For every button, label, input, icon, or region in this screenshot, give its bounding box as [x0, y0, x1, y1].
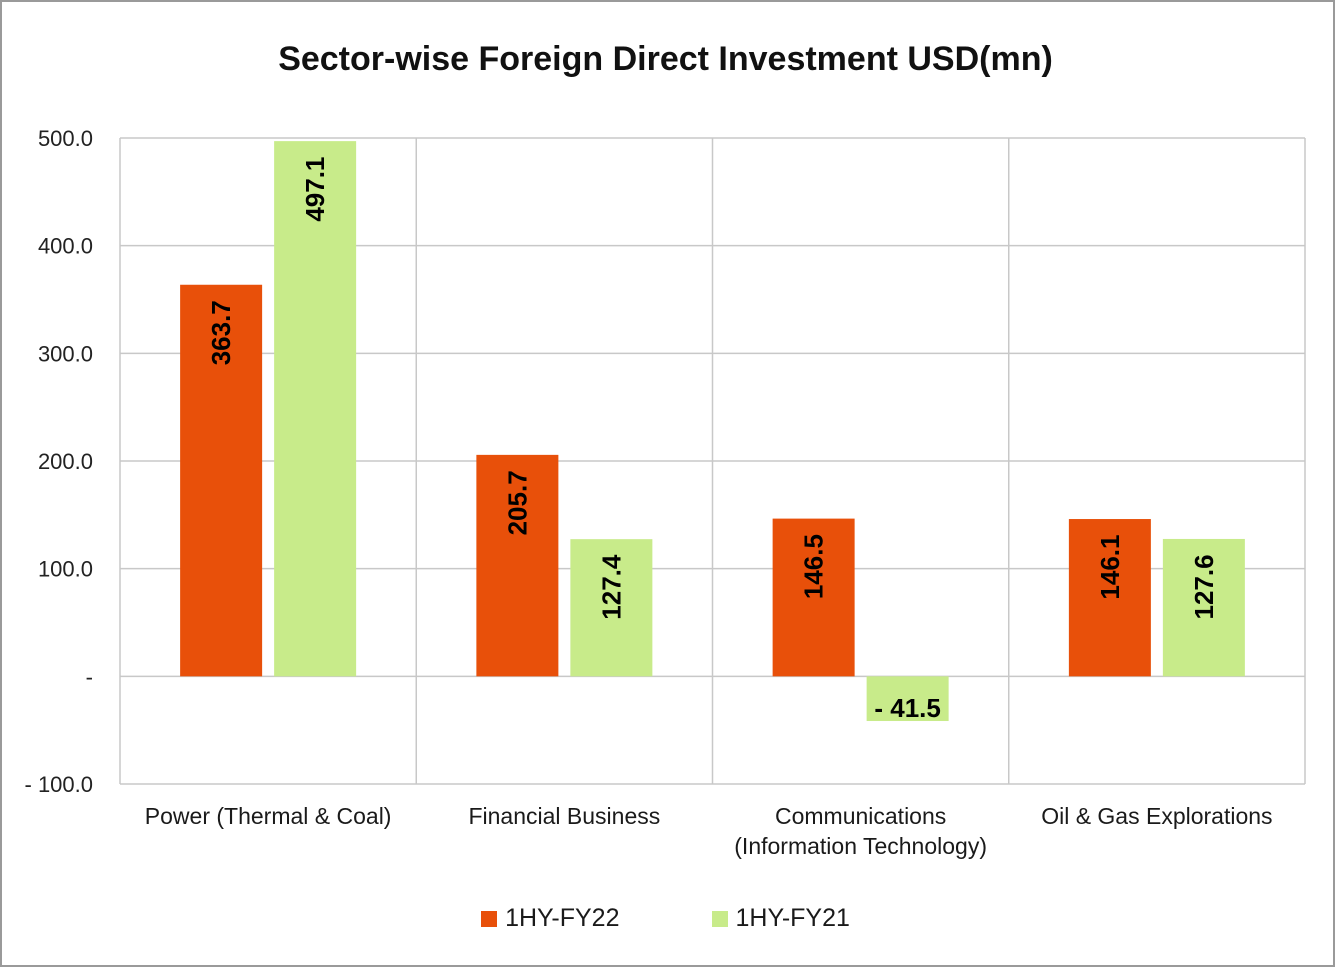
x-category-label: Oil & Gas Explorations	[1041, 803, 1272, 829]
y-tick-label: 300.0	[38, 341, 93, 366]
data-label: 205.7	[502, 470, 532, 535]
bar-series-2	[1162, 538, 1245, 677]
data-label: - 41.5	[874, 693, 941, 723]
y-tick-label: 400.0	[38, 234, 93, 259]
data-label: 363.7	[206, 300, 236, 365]
bar-chart: 500.0 400.0 300.0 200.0 100.0 - - 100.0 363.7 49…	[25, 126, 1306, 859]
y-tick-label: 200.0	[38, 449, 93, 474]
x-category-label: Communications	[775, 803, 946, 829]
bar-series-1	[1068, 519, 1151, 677]
legend-item-series-2: 1HY-FY21	[711, 904, 850, 933]
bar-series-2	[274, 141, 357, 677]
data-label: 127.4	[596, 554, 626, 620]
data-label: 146.1	[1095, 534, 1125, 599]
legend-swatch-series-1	[481, 910, 498, 927]
legend-label-series-1: 1HY-FY22	[505, 904, 620, 932]
chart-title: Sector-wise Foreign Direct Investment US…	[278, 40, 1053, 78]
data-label: 146.5	[799, 534, 829, 599]
x-category-label: Financial Business	[468, 803, 660, 829]
y-tick-label: 500.0	[38, 126, 93, 151]
bar-series-1	[476, 454, 559, 677]
data-label: 127.6	[1189, 554, 1219, 619]
bar-series-2	[866, 676, 949, 722]
x-category-label: (Information Technology)	[734, 833, 987, 859]
y-tick-label: 100.0	[38, 557, 93, 582]
legend-label-series-2: 1HY-FY21	[735, 904, 850, 932]
data-label: 497.1	[300, 157, 330, 222]
bar-series-1	[772, 518, 855, 677]
x-category-label: Power (Thermal & Coal)	[145, 803, 392, 829]
bar-series-1	[180, 284, 263, 677]
legend-swatch-series-2	[711, 910, 728, 927]
y-tick-label: -	[86, 664, 93, 689]
y-tick-label: - 100.0	[25, 772, 94, 797]
legend-item-series-1: 1HY-FY22	[481, 904, 620, 933]
bar-series-2	[570, 539, 653, 677]
legend: 1HY-FY22 1HY-FY21	[0, 904, 1331, 933]
